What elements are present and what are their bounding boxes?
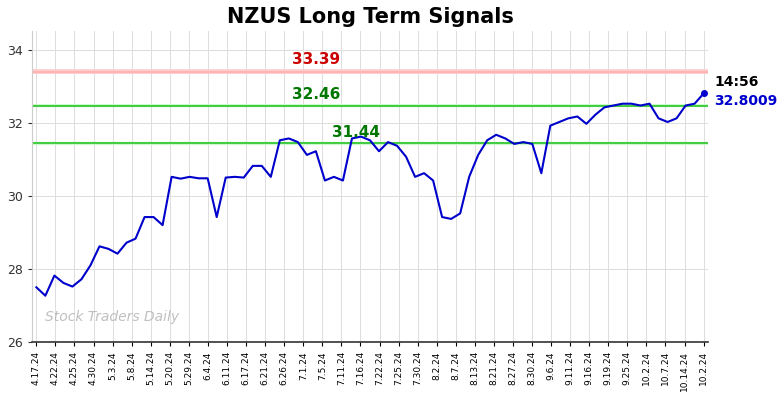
Bar: [32, 142, 708, 144]
Text: 32.46: 32.46: [292, 87, 340, 102]
Text: 31.44: 31.44: [332, 125, 380, 140]
Text: 33.39: 33.39: [292, 53, 340, 68]
Title: NZUS Long Term Signals: NZUS Long Term Signals: [227, 7, 514, 27]
Text: 32.8009: 32.8009: [714, 94, 778, 109]
Text: 14:56: 14:56: [714, 76, 759, 90]
Bar: [32, 69, 708, 74]
Text: Stock Traders Daily: Stock Traders Daily: [45, 310, 180, 324]
Bar: [32, 104, 708, 107]
